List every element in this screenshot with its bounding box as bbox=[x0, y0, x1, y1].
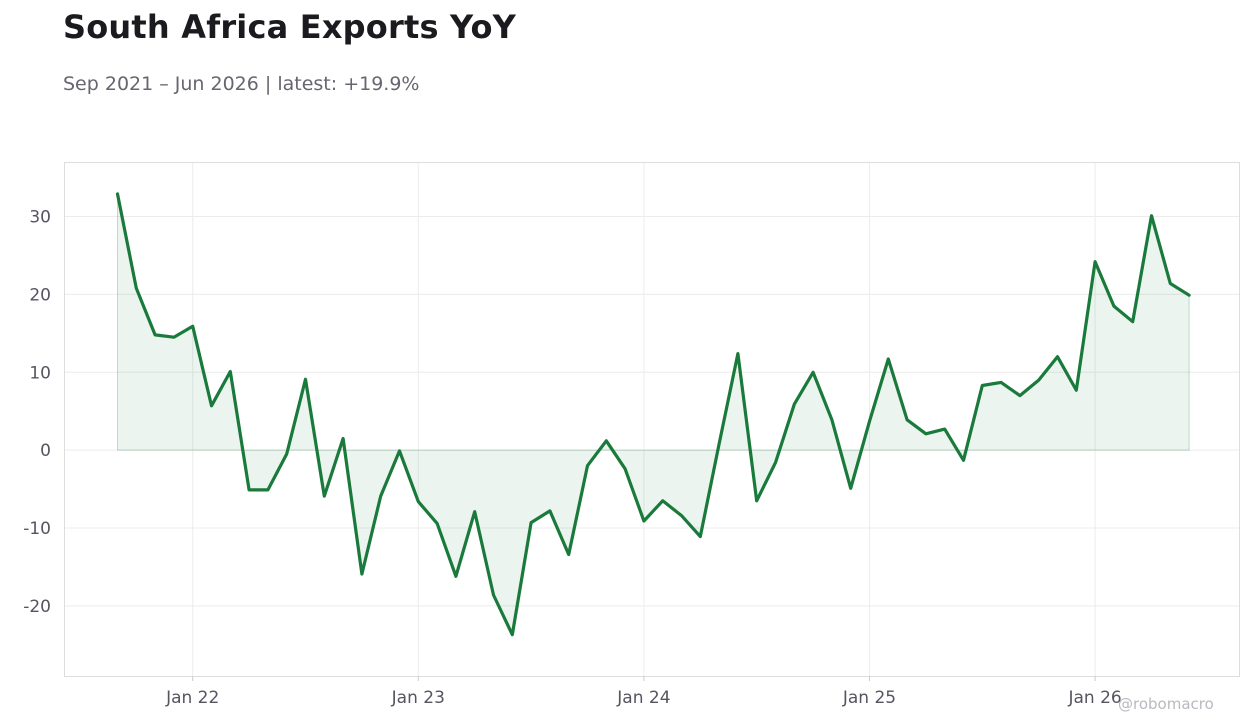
watermark: @robomacro bbox=[1118, 695, 1214, 713]
y-tick-label: 20 bbox=[29, 285, 51, 305]
series-line bbox=[115, 192, 1191, 637]
grid-lines bbox=[64, 162, 1239, 676]
area-path bbox=[117, 193, 1190, 637]
y-axis-ticks: 30 20 10 0 -10 -20 bbox=[23, 208, 51, 617]
plot-frame bbox=[64, 162, 1240, 677]
area-fill bbox=[117, 193, 1190, 637]
chart-subtitle: Sep 2021 – Jun 2026 | latest: +19.9% bbox=[63, 73, 420, 95]
x-tick-label: Jan 24 bbox=[616, 688, 670, 708]
y-tick-label: -10 bbox=[23, 519, 51, 539]
x-tick-label: Jan 22 bbox=[165, 688, 219, 708]
y-tick-label: 30 bbox=[29, 208, 51, 228]
chart-title: South Africa Exports YoY bbox=[63, 8, 517, 46]
y-tick-label: 0 bbox=[40, 441, 51, 461]
x-axis-ticks: Jan 22 Jan 23 Jan 24 Jan 25 Jan 26 bbox=[165, 676, 1122, 708]
x-tick-label: Jan 25 bbox=[842, 688, 896, 708]
y-tick-label: 10 bbox=[29, 363, 51, 383]
series-path bbox=[115, 192, 1191, 637]
x-tick-label: Jan 23 bbox=[391, 688, 445, 708]
x-tick-label: Jan 26 bbox=[1067, 688, 1121, 708]
y-tick-label: -20 bbox=[23, 597, 51, 617]
